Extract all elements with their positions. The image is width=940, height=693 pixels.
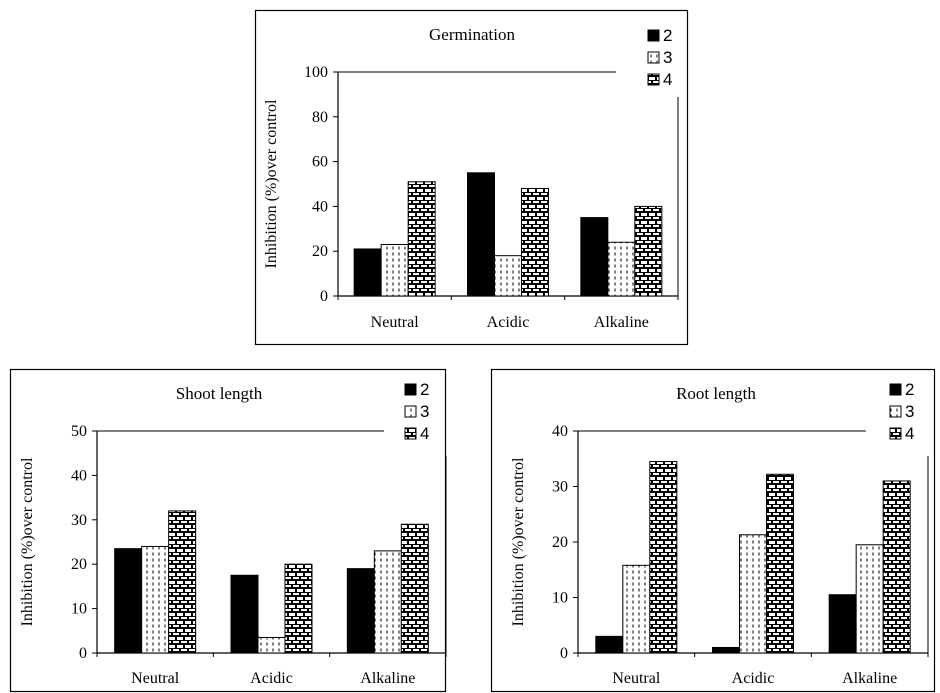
y-tick-label: 20 xyxy=(71,556,87,573)
bar xyxy=(467,172,495,297)
legend-swatch xyxy=(889,427,902,440)
legend-swatch xyxy=(647,51,660,64)
y-axis-label: Inhibition (%)over control xyxy=(510,457,527,626)
y-tick-label: 30 xyxy=(71,512,87,529)
bar xyxy=(353,248,382,297)
bar xyxy=(494,255,522,297)
bar xyxy=(855,544,884,654)
legend-label: 4 xyxy=(420,424,429,443)
bar xyxy=(346,568,375,654)
x-tick-label: Acidic xyxy=(487,314,530,331)
legend-swatch xyxy=(404,405,417,418)
legend-swatch xyxy=(404,427,417,440)
x-tick-label: Alkaline xyxy=(594,314,649,331)
bar xyxy=(712,646,740,654)
bar xyxy=(649,461,678,654)
x-tick-label: Acidic xyxy=(732,670,775,687)
chart-panel-3: 0 10 20 30 40 Neutral Acidic Alkaline Root lengt… xyxy=(490,368,936,693)
y-tick-label: 20 xyxy=(312,243,328,260)
y-tick-label: 100 xyxy=(304,64,328,81)
bar xyxy=(766,473,794,654)
bar xyxy=(739,534,767,654)
bar xyxy=(230,574,259,654)
y-tick-label: 30 xyxy=(552,479,568,496)
chart-frame xyxy=(254,9,689,346)
y-axis-label: Inhibition (%)over control xyxy=(263,99,280,268)
legend-label: 3 xyxy=(663,48,672,67)
legend-swatch xyxy=(889,405,902,418)
chart-title: Shoot length xyxy=(176,384,263,403)
y-tick-label: 40 xyxy=(552,423,568,440)
bar xyxy=(400,523,429,654)
legend-label: 2 xyxy=(663,26,672,45)
y-tick-label: 0 xyxy=(79,645,87,662)
bar xyxy=(284,563,313,654)
chart-title: Germination xyxy=(429,25,515,44)
bar xyxy=(828,594,857,654)
bar xyxy=(882,480,911,654)
y-tick-label: 60 xyxy=(312,154,328,171)
y-tick-label: 40 xyxy=(71,467,87,484)
bar xyxy=(580,217,609,297)
chart-panel-2: 0 10 20 30 40 50 Neutral Acidic Alkaline Shoot le… xyxy=(9,368,447,693)
y-tick-label: 0 xyxy=(560,645,568,662)
chart-panel-1: 0 20 40 60 80 100 Neutral Acidic Alkaline Germina… xyxy=(254,9,689,346)
legend-label: 4 xyxy=(905,424,914,443)
bar xyxy=(380,243,409,297)
x-tick-label: Alkaline xyxy=(360,670,415,687)
legend-swatch xyxy=(647,29,660,42)
legend-label: 4 xyxy=(663,70,672,89)
legend-label: 2 xyxy=(420,380,429,399)
bar xyxy=(595,635,624,654)
x-tick-label: Acidic xyxy=(250,670,293,687)
x-tick-label: Neutral xyxy=(131,670,180,687)
bar xyxy=(634,205,663,297)
x-tick-label: Neutral xyxy=(612,670,661,687)
bar xyxy=(521,187,549,297)
legend: 2 3 4 xyxy=(889,380,914,443)
legend-swatch xyxy=(404,383,417,396)
bar xyxy=(168,510,197,654)
legend: 2 3 4 xyxy=(647,26,672,89)
legend-label: 3 xyxy=(420,402,429,421)
legend: 2 3 4 xyxy=(404,380,429,443)
y-tick-label: 80 xyxy=(312,109,328,126)
y-tick-label: 10 xyxy=(552,590,568,607)
legend-label: 3 xyxy=(905,402,914,421)
bar xyxy=(622,564,651,654)
y-tick-label: 40 xyxy=(312,198,328,215)
x-tick-label: Neutral xyxy=(371,314,420,331)
legend-swatch xyxy=(889,383,902,396)
y-axis-label: Inhibition (%)over control xyxy=(19,457,36,626)
bar xyxy=(407,181,436,297)
bar xyxy=(607,241,636,297)
chart-title: Root length xyxy=(676,384,756,403)
y-tick-label: 20 xyxy=(552,534,568,551)
bar xyxy=(141,545,170,654)
bar xyxy=(257,636,286,654)
legend-swatch xyxy=(647,73,660,86)
y-tick-label: 10 xyxy=(71,601,87,618)
bar xyxy=(373,550,402,654)
chart-frame xyxy=(490,368,936,693)
legend-label: 2 xyxy=(905,380,914,399)
bar xyxy=(114,548,143,654)
x-tick-label: Alkaline xyxy=(842,670,897,687)
y-tick-label: 50 xyxy=(71,423,87,440)
y-tick-label: 0 xyxy=(320,288,328,305)
